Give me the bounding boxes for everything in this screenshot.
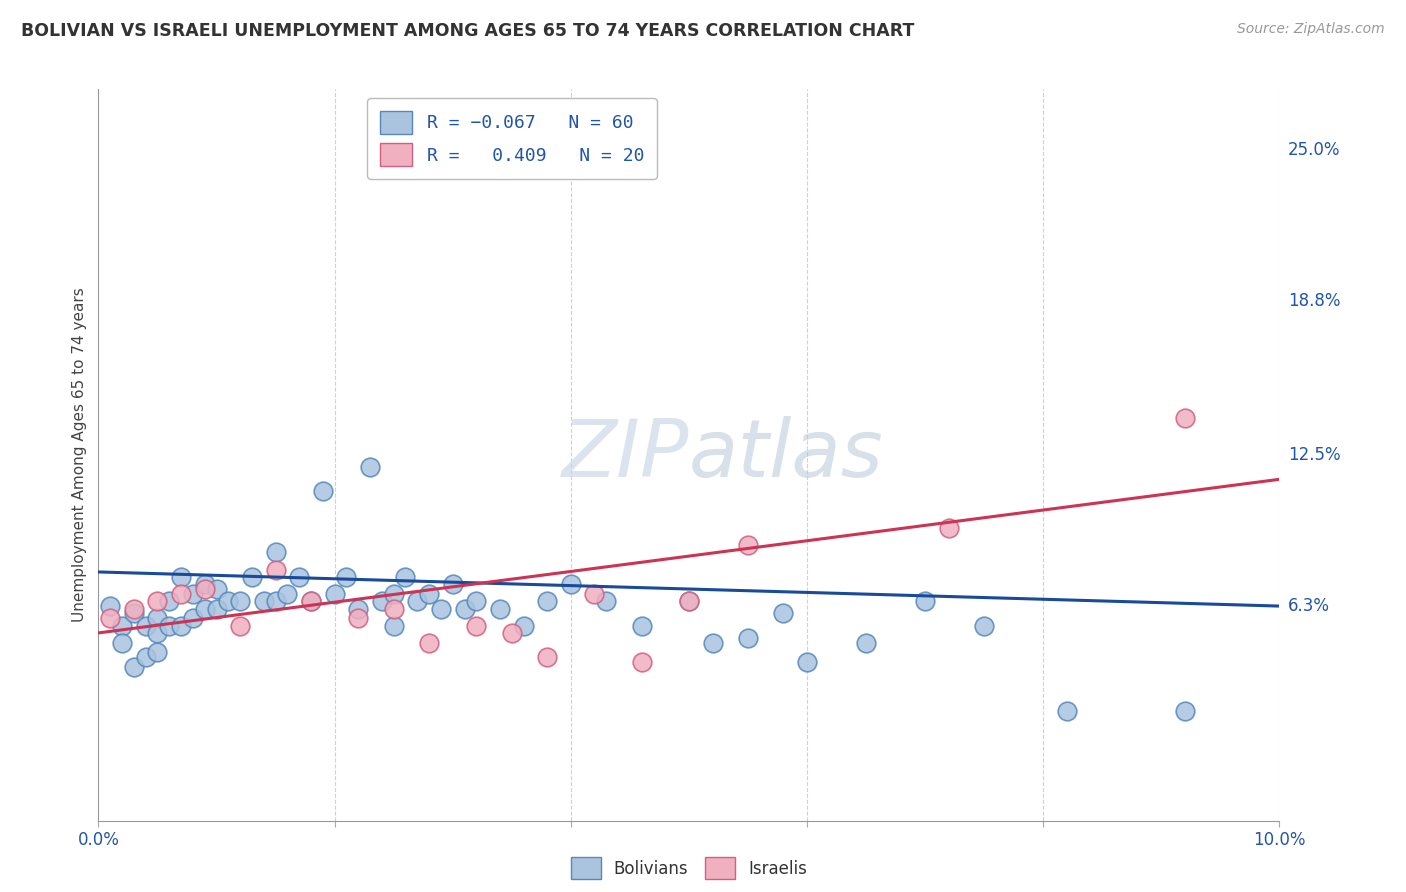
Point xyxy=(194,582,217,596)
Point xyxy=(157,618,180,632)
Point xyxy=(914,594,936,608)
Point xyxy=(938,521,960,535)
Text: 18.8%: 18.8% xyxy=(1288,293,1340,310)
Point xyxy=(146,626,169,640)
Point xyxy=(323,587,346,601)
Point xyxy=(394,570,416,584)
Point xyxy=(702,635,724,649)
Point xyxy=(678,594,700,608)
Point xyxy=(146,611,169,625)
Point xyxy=(465,618,488,632)
Point xyxy=(288,570,311,584)
Point xyxy=(1056,704,1078,718)
Point xyxy=(382,601,405,615)
Point xyxy=(264,594,287,608)
Point xyxy=(181,611,204,625)
Point xyxy=(583,587,606,601)
Point xyxy=(170,570,193,584)
Text: BOLIVIAN VS ISRAELI UNEMPLOYMENT AMONG AGES 65 TO 74 YEARS CORRELATION CHART: BOLIVIAN VS ISRAELI UNEMPLOYMENT AMONG A… xyxy=(21,22,914,40)
Point xyxy=(430,601,453,615)
Point xyxy=(347,611,370,625)
Point xyxy=(312,484,335,499)
Point xyxy=(359,460,381,475)
Point xyxy=(796,655,818,669)
Point xyxy=(441,577,464,591)
Point xyxy=(170,587,193,601)
Point xyxy=(146,594,169,608)
Point xyxy=(465,594,488,608)
Point xyxy=(347,601,370,615)
Point xyxy=(406,594,429,608)
Point xyxy=(146,645,169,659)
Point xyxy=(1174,411,1197,425)
Point xyxy=(253,594,276,608)
Point xyxy=(276,587,298,601)
Point xyxy=(737,631,759,645)
Point xyxy=(630,618,652,632)
Point xyxy=(371,594,394,608)
Point xyxy=(501,626,523,640)
Point xyxy=(205,582,228,596)
Point xyxy=(98,599,121,613)
Point xyxy=(299,594,322,608)
Point xyxy=(973,618,995,632)
Point xyxy=(299,594,322,608)
Point xyxy=(678,594,700,608)
Text: ZIP: ZIP xyxy=(561,416,689,494)
Point xyxy=(229,594,252,608)
Point xyxy=(737,538,759,552)
Text: 25.0%: 25.0% xyxy=(1288,141,1340,159)
Text: atlas: atlas xyxy=(689,416,884,494)
Point xyxy=(536,650,558,665)
Point xyxy=(135,618,157,632)
Point xyxy=(536,594,558,608)
Point xyxy=(512,618,534,632)
Point xyxy=(205,601,228,615)
Point xyxy=(560,577,582,591)
Point xyxy=(111,618,134,632)
Text: Source: ZipAtlas.com: Source: ZipAtlas.com xyxy=(1237,22,1385,37)
Point xyxy=(264,562,287,576)
Point xyxy=(382,587,405,601)
Point xyxy=(157,594,180,608)
Point xyxy=(217,594,239,608)
Point xyxy=(595,594,617,608)
Point xyxy=(772,607,794,621)
Text: 6.3%: 6.3% xyxy=(1288,597,1330,615)
Point xyxy=(135,650,157,665)
Point xyxy=(194,577,217,591)
Point xyxy=(335,570,357,584)
Text: 12.5%: 12.5% xyxy=(1288,446,1340,464)
Point xyxy=(1174,704,1197,718)
Point xyxy=(855,635,877,649)
Point xyxy=(122,607,145,621)
Point xyxy=(111,635,134,649)
Point xyxy=(229,618,252,632)
Point xyxy=(418,587,440,601)
Point xyxy=(489,601,512,615)
Point xyxy=(194,601,217,615)
Point xyxy=(181,587,204,601)
Legend: Bolivians, Israelis: Bolivians, Israelis xyxy=(564,851,814,886)
Point xyxy=(240,570,263,584)
Point xyxy=(170,618,193,632)
Point xyxy=(98,611,121,625)
Point xyxy=(630,655,652,669)
Y-axis label: Unemployment Among Ages 65 to 74 years: Unemployment Among Ages 65 to 74 years xyxy=(72,287,87,623)
Point xyxy=(122,660,145,674)
Point xyxy=(453,601,475,615)
Point xyxy=(122,601,145,615)
Point xyxy=(418,635,440,649)
Point xyxy=(264,545,287,559)
Point xyxy=(382,618,405,632)
